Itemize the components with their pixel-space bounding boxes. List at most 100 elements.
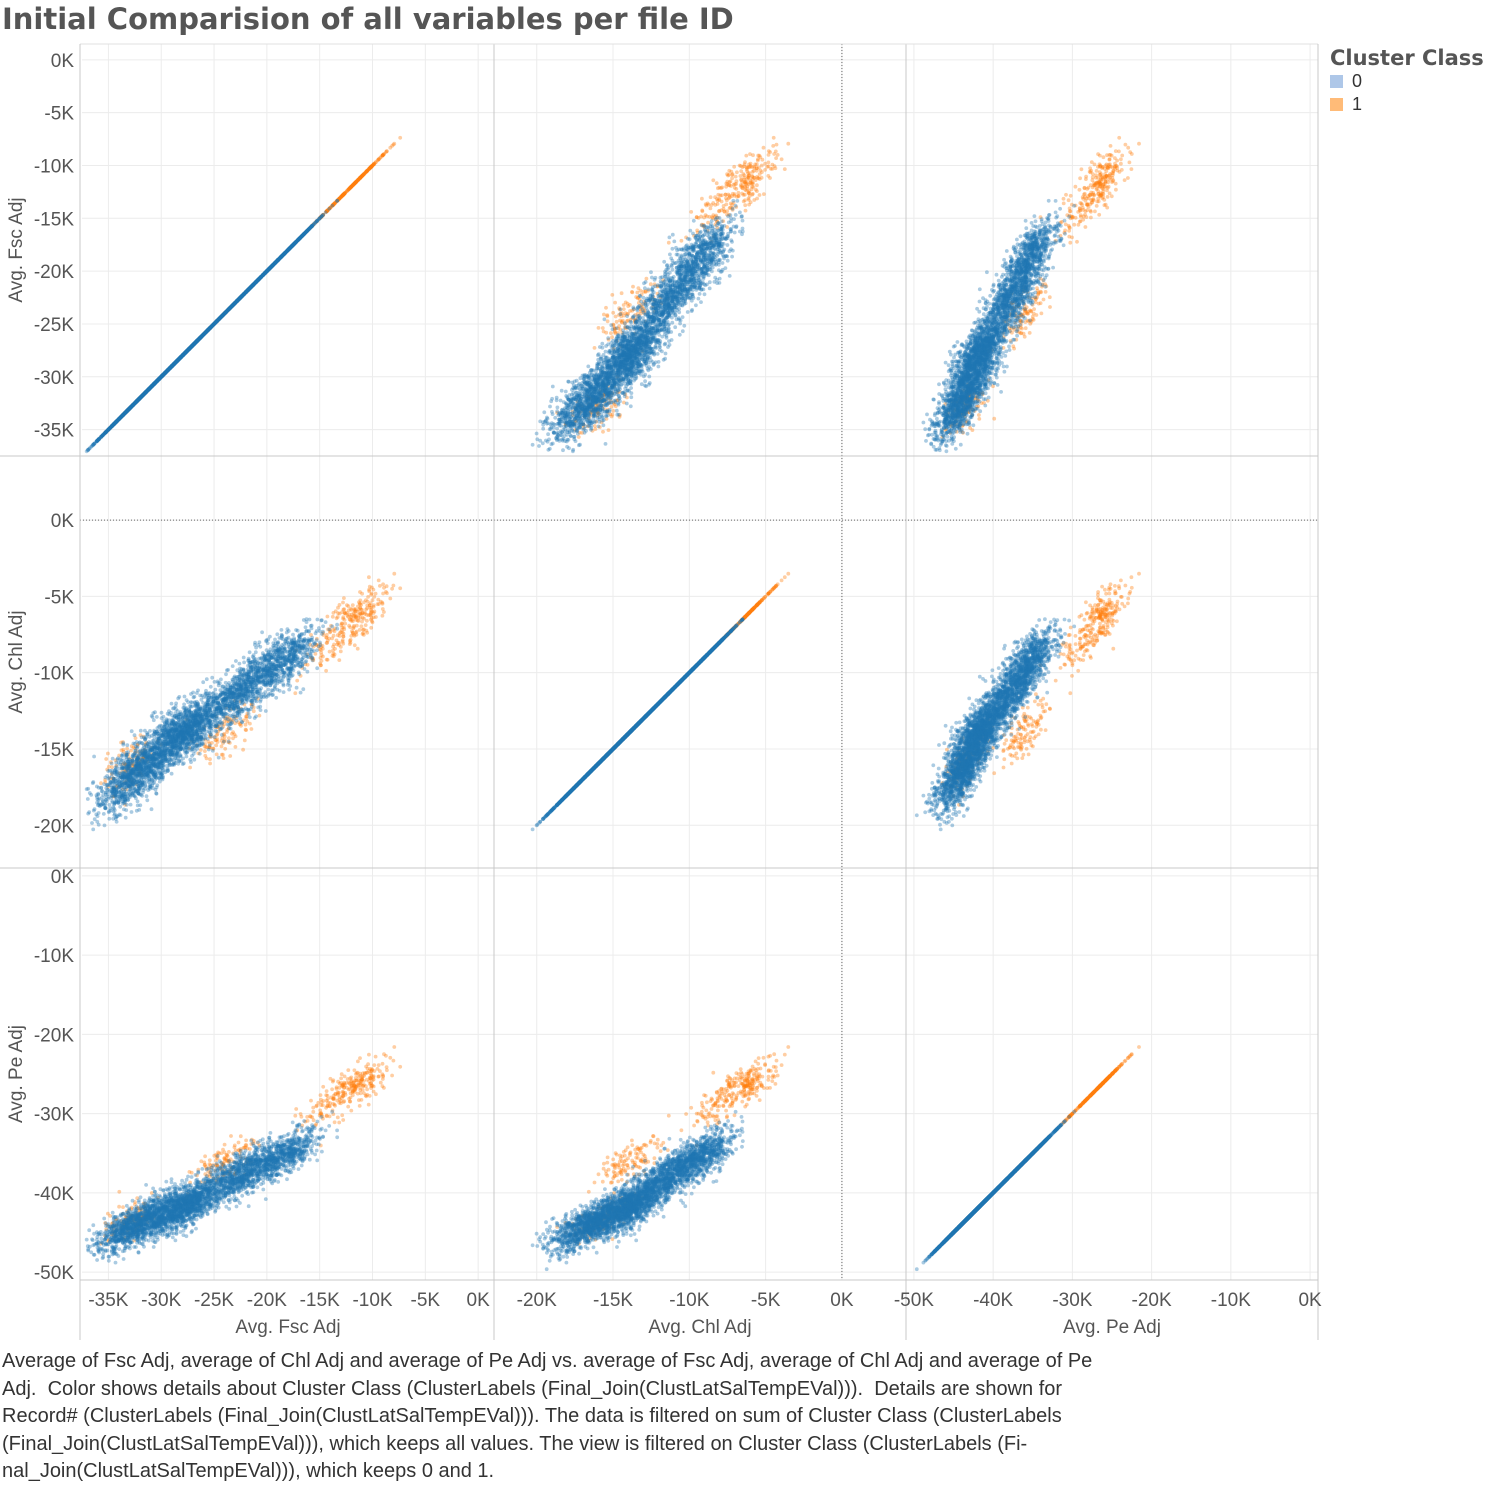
data-point-class-1	[746, 196, 751, 201]
data-point-class-1	[376, 157, 381, 162]
data-point-class-1	[743, 184, 748, 189]
data-point-class-1	[748, 152, 752, 157]
data-point-class-0	[113, 420, 118, 425]
data-point-class-0	[136, 398, 141, 402]
data-point-class-1	[358, 176, 362, 181]
data-point-class-1	[719, 199, 724, 204]
x-tick-label: -35K	[88, 1290, 128, 1311]
x-tick-label: 0K	[830, 1290, 854, 1311]
data-point-class-1	[347, 187, 351, 191]
data-point-class-1	[356, 177, 361, 182]
data-point-class-1	[385, 149, 389, 154]
data-point-class-0	[162, 372, 166, 376]
x-tick-label: -10K	[669, 1290, 709, 1311]
data-point-class-1	[382, 152, 386, 157]
data-point-class-1	[610, 412, 615, 417]
data-point-class-1	[368, 165, 373, 170]
data-point-class-1	[340, 193, 345, 198]
data-point-class-1	[630, 290, 635, 295]
data-point-class-1	[606, 428, 611, 432]
data-point-class-1	[703, 213, 708, 218]
data-point-class-1	[350, 183, 355, 188]
data-point-class-0	[224, 310, 228, 314]
data-point-class-1	[621, 307, 626, 311]
data-point-class-1	[744, 153, 749, 158]
data-point-class-1	[734, 179, 739, 184]
data-point-class-1	[732, 185, 737, 190]
data-point-class-1	[348, 185, 353, 190]
x-tick-label: -5K	[411, 1290, 441, 1311]
data-point-class-1	[349, 184, 354, 189]
data-point-class-1	[779, 157, 784, 162]
data-point-class-0	[247, 287, 251, 291]
data-point-class-1	[364, 170, 368, 174]
data-point-class-1	[605, 313, 610, 317]
data-point-class-1	[609, 331, 613, 335]
data-point-class-0	[300, 233, 305, 238]
data-point-class-1	[610, 335, 614, 340]
data-point-class-1	[370, 164, 374, 169]
data-point-class-1	[350, 183, 355, 188]
data-point-class-1	[372, 161, 377, 166]
y-tick-label: -25K	[34, 315, 74, 336]
data-point-class-0	[596, 424, 601, 429]
data-point-class-1	[355, 178, 360, 183]
data-point-class-0	[125, 408, 130, 413]
data-point-class-1	[610, 293, 615, 297]
data-point-class-0	[291, 242, 296, 247]
data-point-class-1	[382, 152, 386, 156]
data-point-class-1	[354, 179, 359, 184]
data-point-class-0	[151, 383, 156, 387]
data-point-class-1	[666, 240, 671, 245]
data-point-class-1	[750, 184, 754, 189]
data-point-class-1	[359, 175, 363, 179]
data-point-class-1	[353, 180, 358, 185]
data-point-class-0	[204, 330, 208, 334]
data-point-class-1	[371, 162, 376, 167]
data-point-class-1	[750, 177, 755, 182]
data-point-class-1	[755, 183, 759, 188]
data-point-class-0	[147, 386, 152, 391]
data-point-class-1	[750, 174, 754, 178]
data-point-class-0	[104, 430, 108, 434]
x-tick-label: -5K	[751, 1290, 781, 1311]
data-point-class-1	[380, 153, 385, 158]
data-point-class-1	[747, 202, 751, 207]
data-point-class-1	[353, 181, 357, 185]
data-point-class-1	[772, 152, 777, 156]
data-point-class-1	[716, 192, 721, 197]
data-point-class-1	[747, 162, 751, 167]
data-point-class-1	[374, 160, 378, 165]
x-tick-label: -50K	[894, 1290, 934, 1311]
data-point-class-0	[181, 353, 185, 357]
data-point-class-0	[209, 325, 213, 329]
data-point-class-1	[354, 179, 359, 184]
data-point-class-0	[281, 252, 286, 257]
data-point-class-1	[388, 145, 393, 150]
data-point-class-1	[369, 164, 374, 169]
data-point-class-0	[196, 337, 201, 342]
data-point-class-1	[367, 166, 372, 171]
data-point-class-1	[679, 238, 684, 243]
y-axis-title: Avg. Fsc Adj	[6, 197, 27, 302]
data-point-class-0	[157, 376, 162, 381]
data-point-class-1	[358, 176, 362, 180]
data-point-class-1	[749, 165, 754, 169]
data-point-class-0	[277, 256, 282, 261]
data-point-class-1	[362, 172, 366, 176]
data-point-class-1	[743, 203, 748, 208]
data-point-class-1	[716, 186, 720, 191]
x-tick-label: -30K	[1052, 1290, 1092, 1311]
y-tick-label: -20K	[34, 816, 74, 837]
y-axis-title: Avg. Chl Adj	[6, 610, 27, 713]
y-tick-label: -15K	[34, 209, 74, 230]
data-point-class-1	[336, 198, 340, 203]
data-point-class-1	[611, 310, 616, 315]
data-point-class-1	[354, 179, 359, 184]
data-point-class-1	[369, 164, 374, 169]
data-point-class-1	[774, 156, 778, 161]
data-point-class-1	[343, 191, 347, 196]
data-point-class-1	[703, 202, 708, 207]
data-point-class-1	[352, 181, 357, 186]
data-point-class-1	[367, 167, 371, 172]
